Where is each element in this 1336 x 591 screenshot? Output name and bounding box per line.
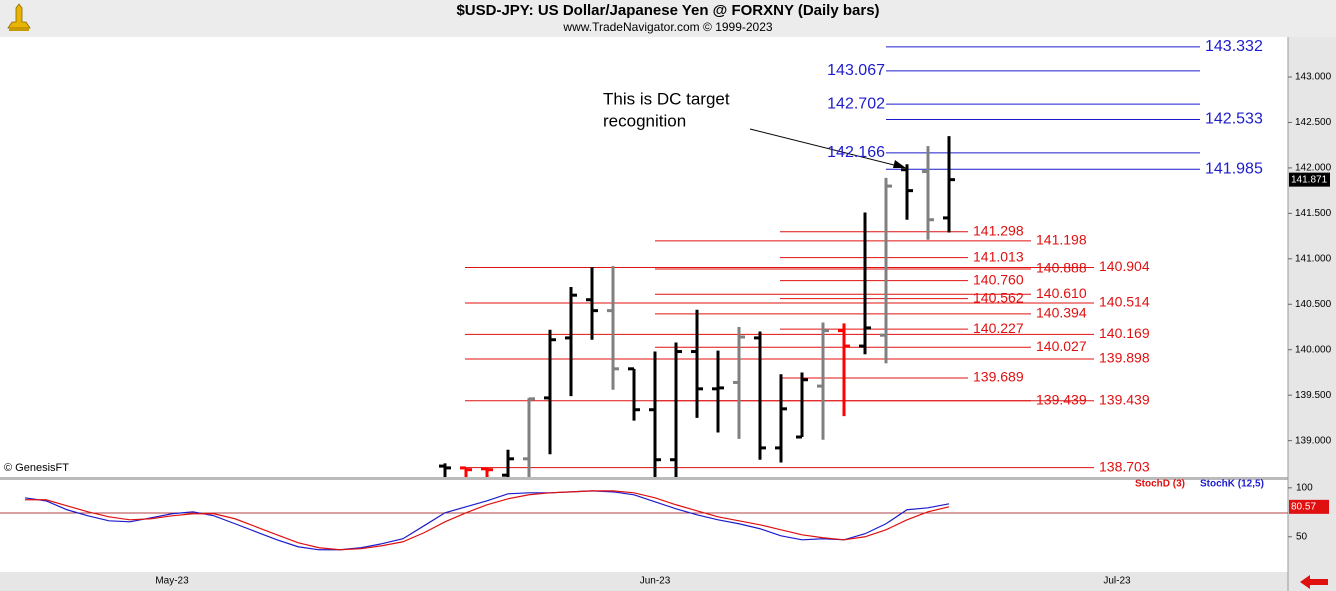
level-label: 140.904	[1099, 258, 1150, 274]
logo	[7, 3, 31, 31]
chart-subtitle: www.TradeNavigator.com © 1999-2023	[562, 20, 772, 34]
y-tick-label: 139.000	[1295, 435, 1332, 446]
level-label: 141.298	[973, 222, 1024, 238]
level-label: 140.562	[973, 289, 1024, 305]
level-label: 140.027	[1036, 338, 1087, 354]
level-label: 139.439	[1036, 391, 1087, 407]
axes: 139.000 139.500 140.000 140.500 141.000 141.5…	[155, 72, 1331, 587]
x-axis-area	[0, 572, 1288, 591]
y-tick-label: 140.500	[1295, 299, 1332, 310]
right-axis-area	[1288, 37, 1336, 591]
level-label: 139.898	[1099, 350, 1150, 366]
level-label: 140.227	[973, 320, 1024, 336]
panel-divider	[0, 477, 1288, 480]
credit: © GenesisFT	[4, 462, 69, 474]
level-label: 142.533	[1205, 111, 1263, 128]
y-tick-label: 141.500	[1295, 208, 1332, 219]
y-tick-label: 50	[1296, 531, 1308, 542]
stoch-value-box	[1289, 499, 1329, 514]
level-label: 139.439	[1099, 391, 1150, 407]
annotation: This is DC target	[603, 89, 730, 108]
stoch-line	[25, 490, 950, 551]
level-label: 140.394	[1036, 305, 1087, 321]
level-label: 141.013	[973, 248, 1024, 264]
level-label: 143.067	[827, 62, 885, 79]
legend-entry: StochD (3)	[1135, 479, 1185, 490]
stoch-panel	[24, 490, 950, 551]
y-tick-label: 140.000	[1295, 344, 1332, 355]
chart-title: $USD-JPY: US Dollar/Japanese Yen @ FORXN…	[456, 2, 879, 19]
level-label: 138.703	[1099, 458, 1150, 474]
scroll-arrow[interactable]	[1300, 575, 1328, 589]
y-tick-label: 100	[1296, 482, 1313, 493]
last-price-box	[1289, 172, 1330, 187]
level-label: 139.689	[973, 369, 1024, 385]
stoch-line	[24, 490, 950, 551]
title-bar	[0, 0, 1336, 37]
level-label: 140.610	[1036, 285, 1087, 301]
y-tick-label: 142.000	[1295, 163, 1332, 174]
level-label: 141.198	[1036, 232, 1087, 248]
last-price-label: 141.871	[1291, 174, 1328, 185]
x-tick-label: Jul-23	[1103, 576, 1131, 587]
y-tick-label: 142.500	[1295, 117, 1332, 128]
annotation-arrow	[749, 128, 906, 168]
x-tick-label: May-23	[155, 576, 189, 587]
level-label: 140.514	[1099, 294, 1150, 310]
stoch-value-label: 80.57	[1291, 501, 1316, 512]
level-label: 143.332	[1205, 38, 1263, 55]
level-label: 140.760	[973, 271, 1024, 287]
legend-entry: StochK (12,5)	[1200, 479, 1264, 490]
level-label: 141.985	[1205, 160, 1263, 177]
level-label: 142.166	[827, 144, 885, 161]
level-label: 140.169	[1099, 325, 1150, 341]
y-tick-label: 139.500	[1295, 390, 1332, 401]
y-tick-label: 141.000	[1295, 253, 1332, 264]
price-panel: 143.332 142.533 141.985 143.067 142.702 142.1…	[439, 38, 1263, 477]
level-label: 142.702	[827, 95, 885, 112]
x-tick-label: Jun-23	[640, 576, 671, 587]
annotation: recognition	[603, 111, 686, 130]
y-tick-label: 143.000	[1295, 72, 1332, 83]
